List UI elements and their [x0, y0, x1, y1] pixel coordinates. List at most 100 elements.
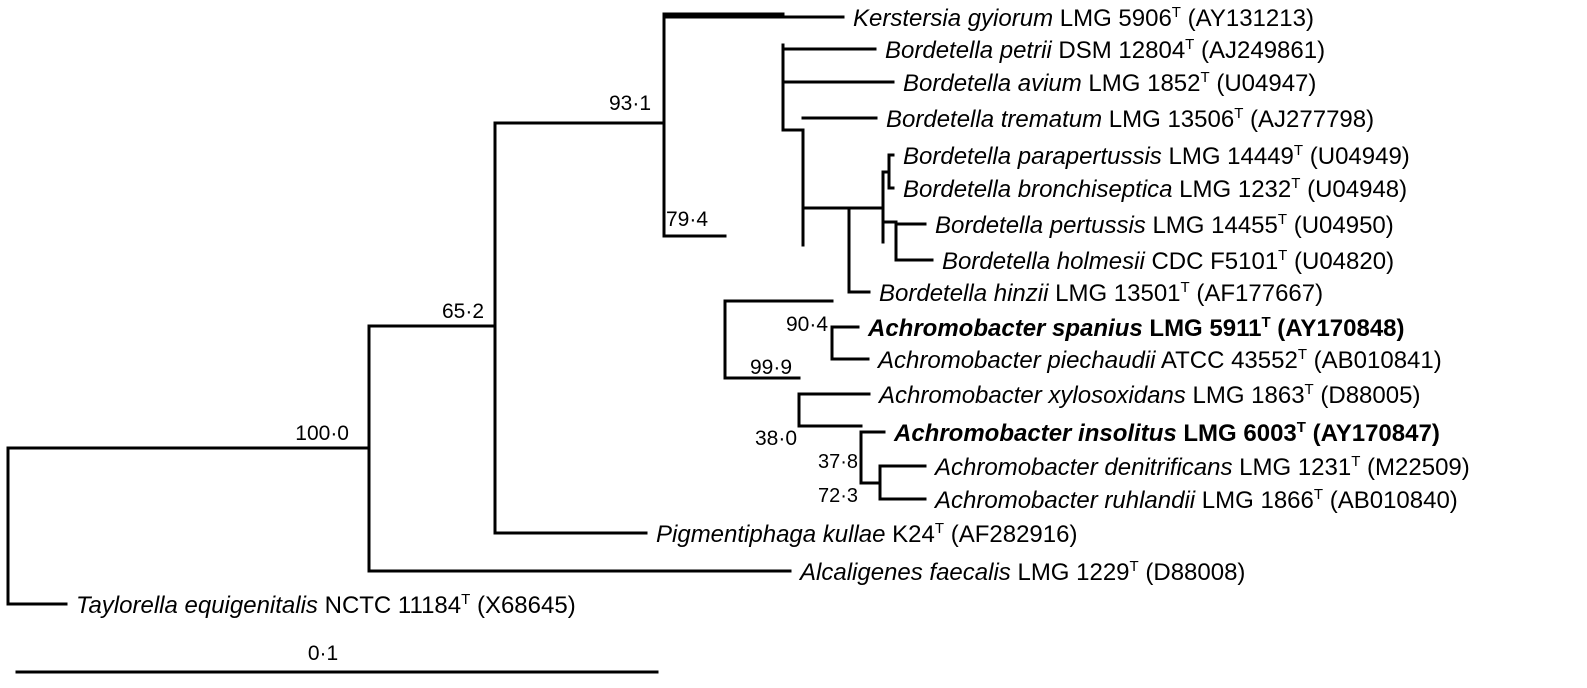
- bootstrap-n380: 38·0: [755, 427, 797, 450]
- taxon-accession: (U04820): [1287, 248, 1394, 275]
- taxon-strain: NCTC 11184: [318, 592, 461, 619]
- bootstrap-n1000: 100·0: [295, 422, 349, 445]
- taxon-label-holmesii: Bordetella holmesii CDC F5101T (U04820): [942, 247, 1394, 275]
- type-strain-mark: T: [1278, 211, 1287, 228]
- taxon-species: Bordetella parapertussis: [903, 143, 1162, 170]
- type-strain-mark: T: [461, 591, 470, 608]
- type-strain-mark: T: [1291, 175, 1300, 192]
- type-strain-mark: T: [935, 520, 944, 537]
- taxon-species: Achromobacter piechaudii: [876, 347, 1156, 374]
- taxon-label-avium: Bordetella avium LMG 1852T (U04947): [903, 69, 1316, 97]
- scale-bar: 0·1: [15, 642, 659, 674]
- tree-branches: [6, 12, 934, 606]
- taxon-species: Bordetella pertussis: [935, 212, 1146, 239]
- type-strain-mark: T: [1297, 419, 1306, 436]
- taxon-label-kerstersia: Kerstersia gyiorum LMG 5906T (AY131213): [853, 4, 1314, 32]
- taxon-species: Achromobacter xylosoxidans: [877, 382, 1186, 409]
- taxon-accession: (AY170847): [1306, 420, 1440, 447]
- taxon-strain: LMG 1229: [1011, 559, 1130, 586]
- taxon-strain: LMG 6003: [1177, 420, 1297, 447]
- taxon-strain: LMG 1866: [1195, 487, 1314, 514]
- taxon-species: Kerstersia gyiorum: [853, 5, 1053, 32]
- taxon-label-bronchiseptica: Bordetella bronchiseptica LMG 1232T (U04…: [903, 175, 1407, 203]
- taxon-species: Achromobacter ruhlandii: [933, 487, 1196, 514]
- type-strain-mark: T: [1185, 36, 1194, 53]
- taxon-label-trematum: Bordetella trematum LMG 13506T (AJ277798…: [886, 105, 1374, 133]
- bootstrap-n794: 79·4: [666, 208, 708, 231]
- taxon-label-pigmentiphaga: Pigmentiphaga kullae K24T (AF282916): [656, 520, 1077, 548]
- taxon-species: Bordetella trematum: [886, 106, 1102, 133]
- type-strain-mark: T: [1261, 314, 1270, 331]
- taxon-accession: (D88008): [1139, 559, 1246, 586]
- bootstrap-n378: 37·8: [818, 451, 858, 473]
- taxon-species: Achromobacter denitrificans: [933, 454, 1232, 481]
- type-strain-mark: T: [1298, 346, 1307, 363]
- type-strain-mark: T: [1278, 247, 1287, 264]
- taxon-strain: LMG 1231: [1232, 454, 1351, 481]
- taxon-accession: (AY131213): [1181, 5, 1314, 32]
- taxon-label-taylorella: Taylorella equigenitalis NCTC 11184T (X6…: [76, 591, 576, 619]
- taxon-accession: (M22509): [1360, 454, 1469, 481]
- taxon-accession: (D88005): [1314, 382, 1421, 409]
- taxon-label-petrii: Bordetella petrii DSM 12804T (AJ249861): [885, 36, 1325, 64]
- taxon-accession: (U04949): [1303, 143, 1410, 170]
- taxon-strain: DSM 12804: [1052, 37, 1185, 64]
- taxon-label-xylosoxidans: Achromobacter xylosoxidans LMG 1863T (D8…: [877, 381, 1420, 409]
- taxon-accession: (AY170848): [1271, 315, 1405, 342]
- taxon-strain: LMG 14455: [1146, 212, 1278, 239]
- taxon-labels: Kerstersia gyiorum LMG 5906T (AY131213)B…: [76, 4, 1470, 619]
- taxon-strain: LMG 5906: [1053, 5, 1172, 32]
- taxon-accession: (AJ277798): [1243, 106, 1374, 133]
- scale-bar-label: 0·1: [308, 642, 338, 665]
- type-strain-mark: T: [1305, 381, 1314, 398]
- bootstrap-n904: 90·4: [786, 313, 828, 336]
- taxon-strain: K24: [886, 521, 935, 548]
- type-strain-mark: T: [1130, 558, 1139, 575]
- type-strain-mark: T: [1172, 4, 1181, 21]
- type-strain-mark: T: [1234, 105, 1243, 122]
- taxon-accession: (AF177667): [1190, 280, 1323, 307]
- bootstrap-n652: 65·2: [442, 300, 484, 323]
- taxon-strain: LMG 5911: [1143, 315, 1262, 342]
- taxon-species: Pigmentiphaga kullae: [656, 521, 886, 548]
- taxon-accession: (U04950): [1287, 212, 1394, 239]
- type-strain-mark: T: [1181, 279, 1190, 296]
- type-strain-mark: T: [1294, 142, 1303, 159]
- taxon-label-ruhlandii: Achromobacter ruhlandii LMG 1866T (AB010…: [933, 486, 1458, 514]
- taxon-strain: LMG 1232: [1173, 176, 1292, 203]
- bootstrap-n931: 93·1: [609, 92, 651, 115]
- taxon-species: Alcaligenes faecalis: [798, 559, 1011, 586]
- taxon-species: Bordetella holmesii: [942, 248, 1145, 275]
- taxon-accession: (AF282916): [944, 521, 1077, 548]
- taxon-strain: LMG 1863: [1186, 382, 1305, 409]
- type-strain-mark: T: [1201, 69, 1210, 86]
- taxon-species: Achromobacter spanius: [867, 315, 1143, 342]
- taxon-species: Bordetella hinzii: [879, 280, 1049, 307]
- taxon-label-pertussis: Bordetella pertussis LMG 14455T (U04950): [935, 211, 1394, 239]
- taxon-accession: (U04947): [1210, 70, 1317, 97]
- taxon-strain: LMG 13506: [1102, 106, 1234, 133]
- taxon-accession: (X68645): [470, 592, 575, 619]
- taxon-label-piechaudii: Achromobacter piechaudii ATCC 43552T (AB…: [876, 346, 1442, 374]
- taxon-label-spanius: Achromobacter spanius LMG 5911T (AY17084…: [867, 314, 1405, 342]
- taxon-label-alcaligenes: Alcaligenes faecalis LMG 1229T (D88008): [798, 558, 1245, 586]
- taxon-label-insolitus: Achromobacter insolitus LMG 6003T (AY170…: [893, 419, 1440, 447]
- taxon-strain: LMG 13501: [1048, 280, 1180, 307]
- taxon-label-parapertussis: Bordetella parapertussis LMG 14449T (U04…: [903, 142, 1410, 170]
- taxon-strain: CDC F5101: [1145, 248, 1278, 275]
- taxon-accession: (AB010840): [1323, 487, 1458, 514]
- taxon-species: Bordetella bronchiseptica: [903, 176, 1173, 203]
- taxon-label-hinzii: Bordetella hinzii LMG 13501T (AF177667): [879, 279, 1323, 307]
- bootstrap-values: 100·0 65·2 93·1 79·4 90·4 99·9 38·0 37·8 72·3: [295, 92, 858, 507]
- taxon-strain: ATCC 43552: [1156, 347, 1298, 374]
- taxon-strain: LMG 1852: [1082, 70, 1201, 97]
- type-strain-mark: T: [1314, 486, 1323, 503]
- taxon-strain: LMG 14449: [1162, 143, 1294, 170]
- taxon-accession: (AJ249861): [1194, 37, 1325, 64]
- taxon-accession: (AB010841): [1307, 347, 1442, 374]
- taxon-species: Taylorella equigenitalis: [76, 592, 318, 619]
- taxon-accession: (U04948): [1300, 176, 1407, 203]
- bootstrap-n723: 72·3: [818, 485, 858, 507]
- type-strain-mark: T: [1351, 453, 1360, 470]
